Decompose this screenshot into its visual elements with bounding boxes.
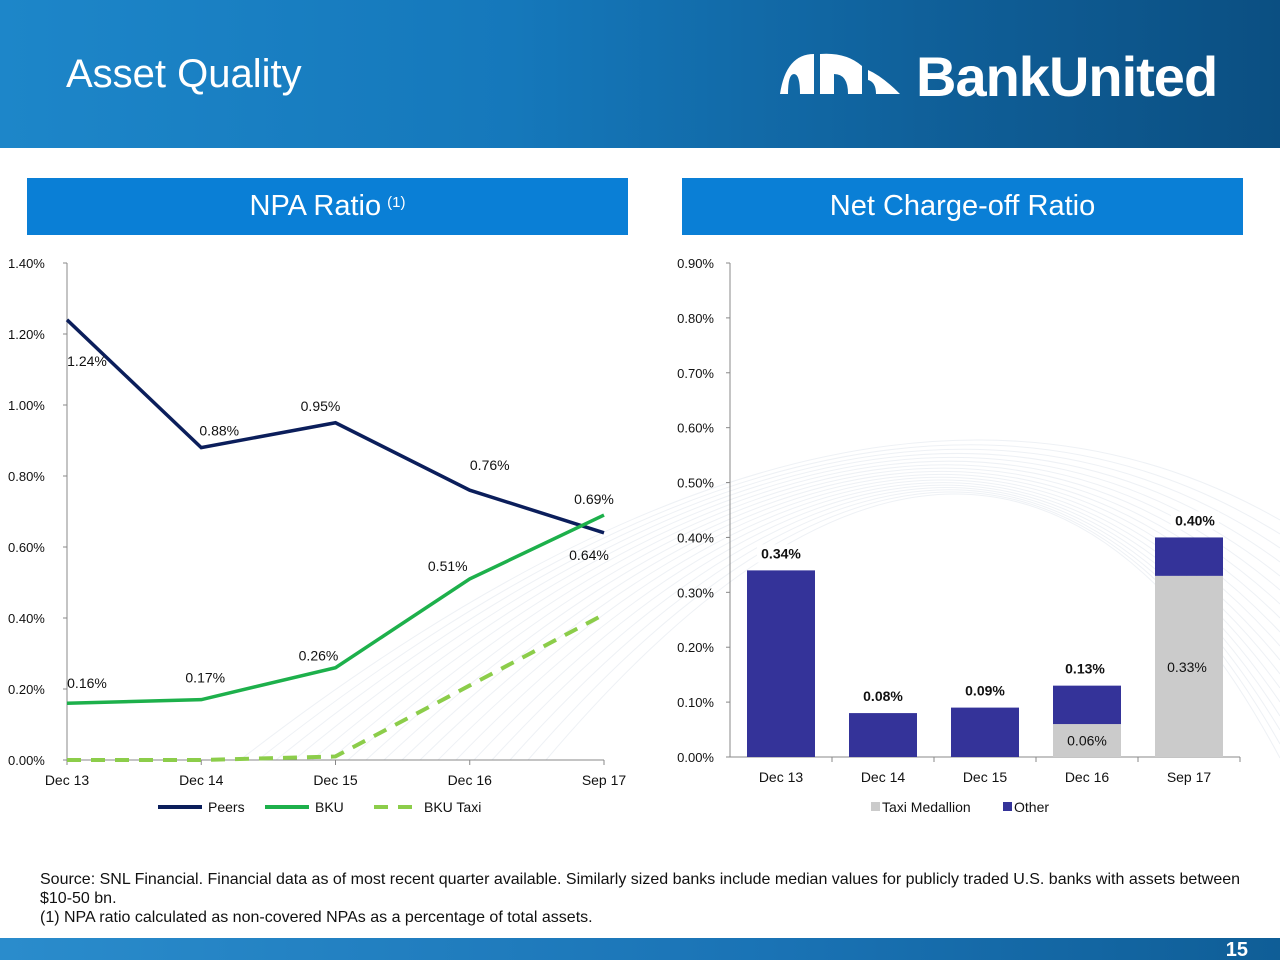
x-tick-label: Dec 13 bbox=[759, 769, 804, 785]
y-tick-label: 0.70% bbox=[677, 366, 714, 381]
x-tick-label: Dec 16 bbox=[448, 772, 493, 788]
legend-label: BKU bbox=[315, 799, 344, 815]
total-label-bg bbox=[859, 687, 907, 706]
total-label-bg bbox=[1171, 511, 1219, 530]
x-tick-label: Dec 14 bbox=[179, 772, 224, 788]
y-tick-label: 0.20% bbox=[8, 682, 45, 697]
segment-label: 0.33% bbox=[1167, 659, 1207, 675]
legend-label: Taxi Medallion bbox=[882, 799, 971, 815]
npa-line-chart: 0.00% 0.20% 0.40% 0.60% 0.80% 1.00% 1.20% 1.40%… bbox=[8, 256, 626, 815]
legend-swatch bbox=[871, 802, 880, 811]
y-tick-label: 0.20% bbox=[677, 640, 714, 655]
x-tick-label: Dec 15 bbox=[313, 772, 358, 788]
nco-bar-chart: 0.00% 0.10% 0.20% 0.30% 0.40% 0.50% 0.60% 0.70%… bbox=[677, 256, 1241, 815]
y-tick-label: 1.20% bbox=[8, 327, 45, 342]
page-title: Asset Quality bbox=[66, 52, 302, 96]
y-tick-label: 1.00% bbox=[8, 398, 45, 413]
data-label: 0.16% bbox=[67, 675, 107, 691]
x-tick-label: Dec 16 bbox=[1065, 769, 1110, 785]
total-label: 0.40% bbox=[1175, 512, 1215, 528]
series-line-peers bbox=[65, 318, 605, 535]
decoration-arc bbox=[293, 452, 1280, 761]
bar-segment-taxi-medallion bbox=[1053, 724, 1121, 757]
footnotes: Source: SNL Financial. Financial data as… bbox=[40, 870, 1250, 927]
bottom-bar bbox=[0, 938, 1280, 960]
total-label: 0.08% bbox=[863, 688, 903, 704]
y-tick-label: 0.60% bbox=[8, 540, 45, 555]
bar-segment-other bbox=[849, 713, 917, 757]
decoration-arc bbox=[257, 444, 1280, 761]
logo-text: BankUnited bbox=[916, 45, 1218, 108]
total-label: 0.09% bbox=[965, 683, 1005, 699]
nco-panel-header: Net Charge-off Ratio bbox=[682, 178, 1243, 235]
bar-segment-taxi-medallion bbox=[1155, 575, 1223, 757]
npa-panel-title: NPA Ratio bbox=[249, 190, 382, 222]
x-tick-label: Sep 17 bbox=[1167, 769, 1212, 785]
total-label-bg bbox=[757, 544, 805, 563]
total-label-bg bbox=[1061, 659, 1109, 678]
data-label: 0.26% bbox=[299, 648, 339, 664]
data-label: 0.17% bbox=[185, 670, 225, 686]
decoration-arc bbox=[329, 460, 1280, 761]
legend-label: Peers bbox=[208, 799, 245, 815]
data-label: 0.95% bbox=[301, 398, 341, 414]
y-tick-label: 0.80% bbox=[8, 469, 45, 484]
y-tick-label: 1.40% bbox=[8, 256, 45, 271]
decoration-arc bbox=[401, 473, 1280, 761]
decoration-arc bbox=[365, 467, 1280, 761]
decoration-arc bbox=[311, 457, 1280, 761]
page-number: 15 bbox=[1225, 939, 1248, 961]
data-label: 0.64% bbox=[569, 547, 609, 563]
y-tick-label: 0.10% bbox=[677, 695, 714, 710]
x-tick-label: Sep 17 bbox=[582, 772, 627, 788]
bar-segment-other bbox=[1053, 685, 1121, 725]
series-line-bku bbox=[66, 513, 605, 705]
y-tick-label: 0.00% bbox=[8, 753, 45, 768]
data-label: 0.51% bbox=[428, 558, 468, 574]
legend-label: BKU Taxi bbox=[424, 799, 481, 815]
decoration-arc bbox=[347, 464, 1280, 761]
x-tick-label: Dec 15 bbox=[963, 769, 1008, 785]
bar-segment-other bbox=[951, 707, 1019, 757]
y-tick-label: 0.60% bbox=[677, 421, 714, 436]
header-banner: Asset Quality BankUnited bbox=[0, 0, 1280, 148]
data-label: 0.69% bbox=[574, 491, 614, 507]
bar-segment-other bbox=[1155, 537, 1223, 576]
x-tick-label: Dec 14 bbox=[861, 769, 906, 785]
y-tick-label: 0.90% bbox=[677, 256, 714, 271]
series-line-bku-taxi bbox=[67, 612, 605, 762]
total-label: 0.13% bbox=[1065, 661, 1105, 677]
npa-footnote: (1) NPA ratio calculated as non-covered … bbox=[40, 909, 593, 926]
npa-panel-superscript: (1) bbox=[387, 194, 406, 211]
data-label: 0.76% bbox=[470, 457, 510, 473]
bar-segment-other bbox=[747, 570, 815, 757]
x-tick-label: Dec 13 bbox=[45, 772, 90, 788]
logo-arch-icon bbox=[780, 53, 900, 94]
data-label: 1.24% bbox=[67, 353, 107, 369]
y-tick-label: 0.50% bbox=[677, 476, 714, 491]
nco-panel-title: Net Charge-off Ratio bbox=[829, 190, 1096, 222]
y-tick-label: 0.40% bbox=[677, 530, 714, 545]
total-label-bg bbox=[961, 681, 1009, 700]
y-tick-label: 0.80% bbox=[677, 311, 714, 326]
y-tick-label: 0.40% bbox=[8, 611, 45, 626]
legend-label: Other bbox=[1014, 799, 1049, 815]
source-footnote: Source: SNL Financial. Financial data as… bbox=[40, 871, 1241, 907]
data-label: 0.88% bbox=[199, 423, 239, 439]
y-tick-label: 0.30% bbox=[677, 585, 714, 600]
decoration-arc bbox=[239, 439, 1280, 761]
legend-swatch bbox=[1003, 802, 1012, 811]
decoration-arc bbox=[275, 448, 1280, 761]
npa-panel-header: NPA Ratio (1) bbox=[27, 178, 628, 235]
bankunited-logo: BankUnited bbox=[776, 44, 1246, 108]
total-label: 0.34% bbox=[761, 545, 801, 561]
y-tick-label: 0.00% bbox=[677, 750, 714, 765]
segment-label: 0.06% bbox=[1067, 733, 1107, 749]
